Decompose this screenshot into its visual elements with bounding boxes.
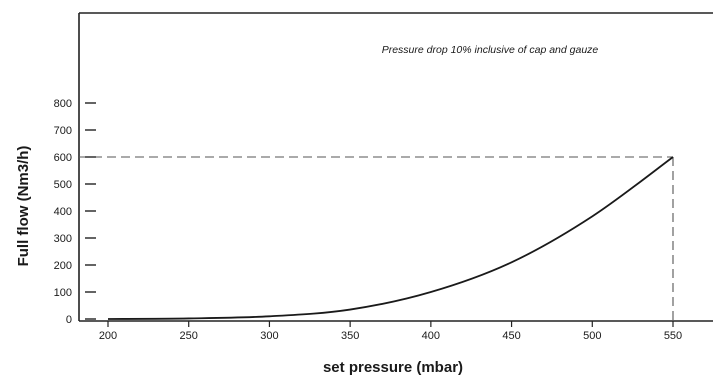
y-tick-label: 800: [54, 98, 72, 110]
y-tick-label: 0: [66, 314, 72, 326]
y-axis-ticks: 0 100 200 300 400 500 600 700 800: [54, 98, 96, 326]
x-axis-ticks: 200 250 300 350 400 450 500 550: [99, 321, 682, 342]
x-tick-label: 450: [502, 330, 520, 342]
x-tick-label: 400: [422, 330, 440, 342]
x-tick-label: 350: [341, 330, 359, 342]
x-tick-label: 250: [180, 330, 198, 342]
x-tick-label: 500: [583, 330, 601, 342]
reference-lines: [79, 156, 674, 321]
flow-curve: [107, 156, 674, 320]
x-tick-label: 200: [99, 330, 117, 342]
y-tick-label: 100: [54, 287, 72, 299]
y-axis-label: Full flow (Nm3/h): [15, 146, 32, 267]
y-tick-label: 700: [54, 125, 72, 137]
y-tick-label: 400: [54, 206, 72, 218]
x-tick-label: 550: [664, 330, 682, 342]
y-tick-label: 500: [54, 179, 72, 191]
series-layer: [107, 156, 674, 320]
y-tick-label: 600: [54, 152, 72, 164]
x-axis-label: set pressure (mbar): [323, 359, 463, 376]
x-tick-label: 300: [260, 330, 278, 342]
y-tick-label: 200: [54, 260, 72, 272]
plot-frame: [78, 12, 713, 322]
chart-annotation: Pressure drop 10% inclusive of cap and g…: [382, 44, 599, 56]
y-tick-label: 300: [54, 233, 72, 245]
